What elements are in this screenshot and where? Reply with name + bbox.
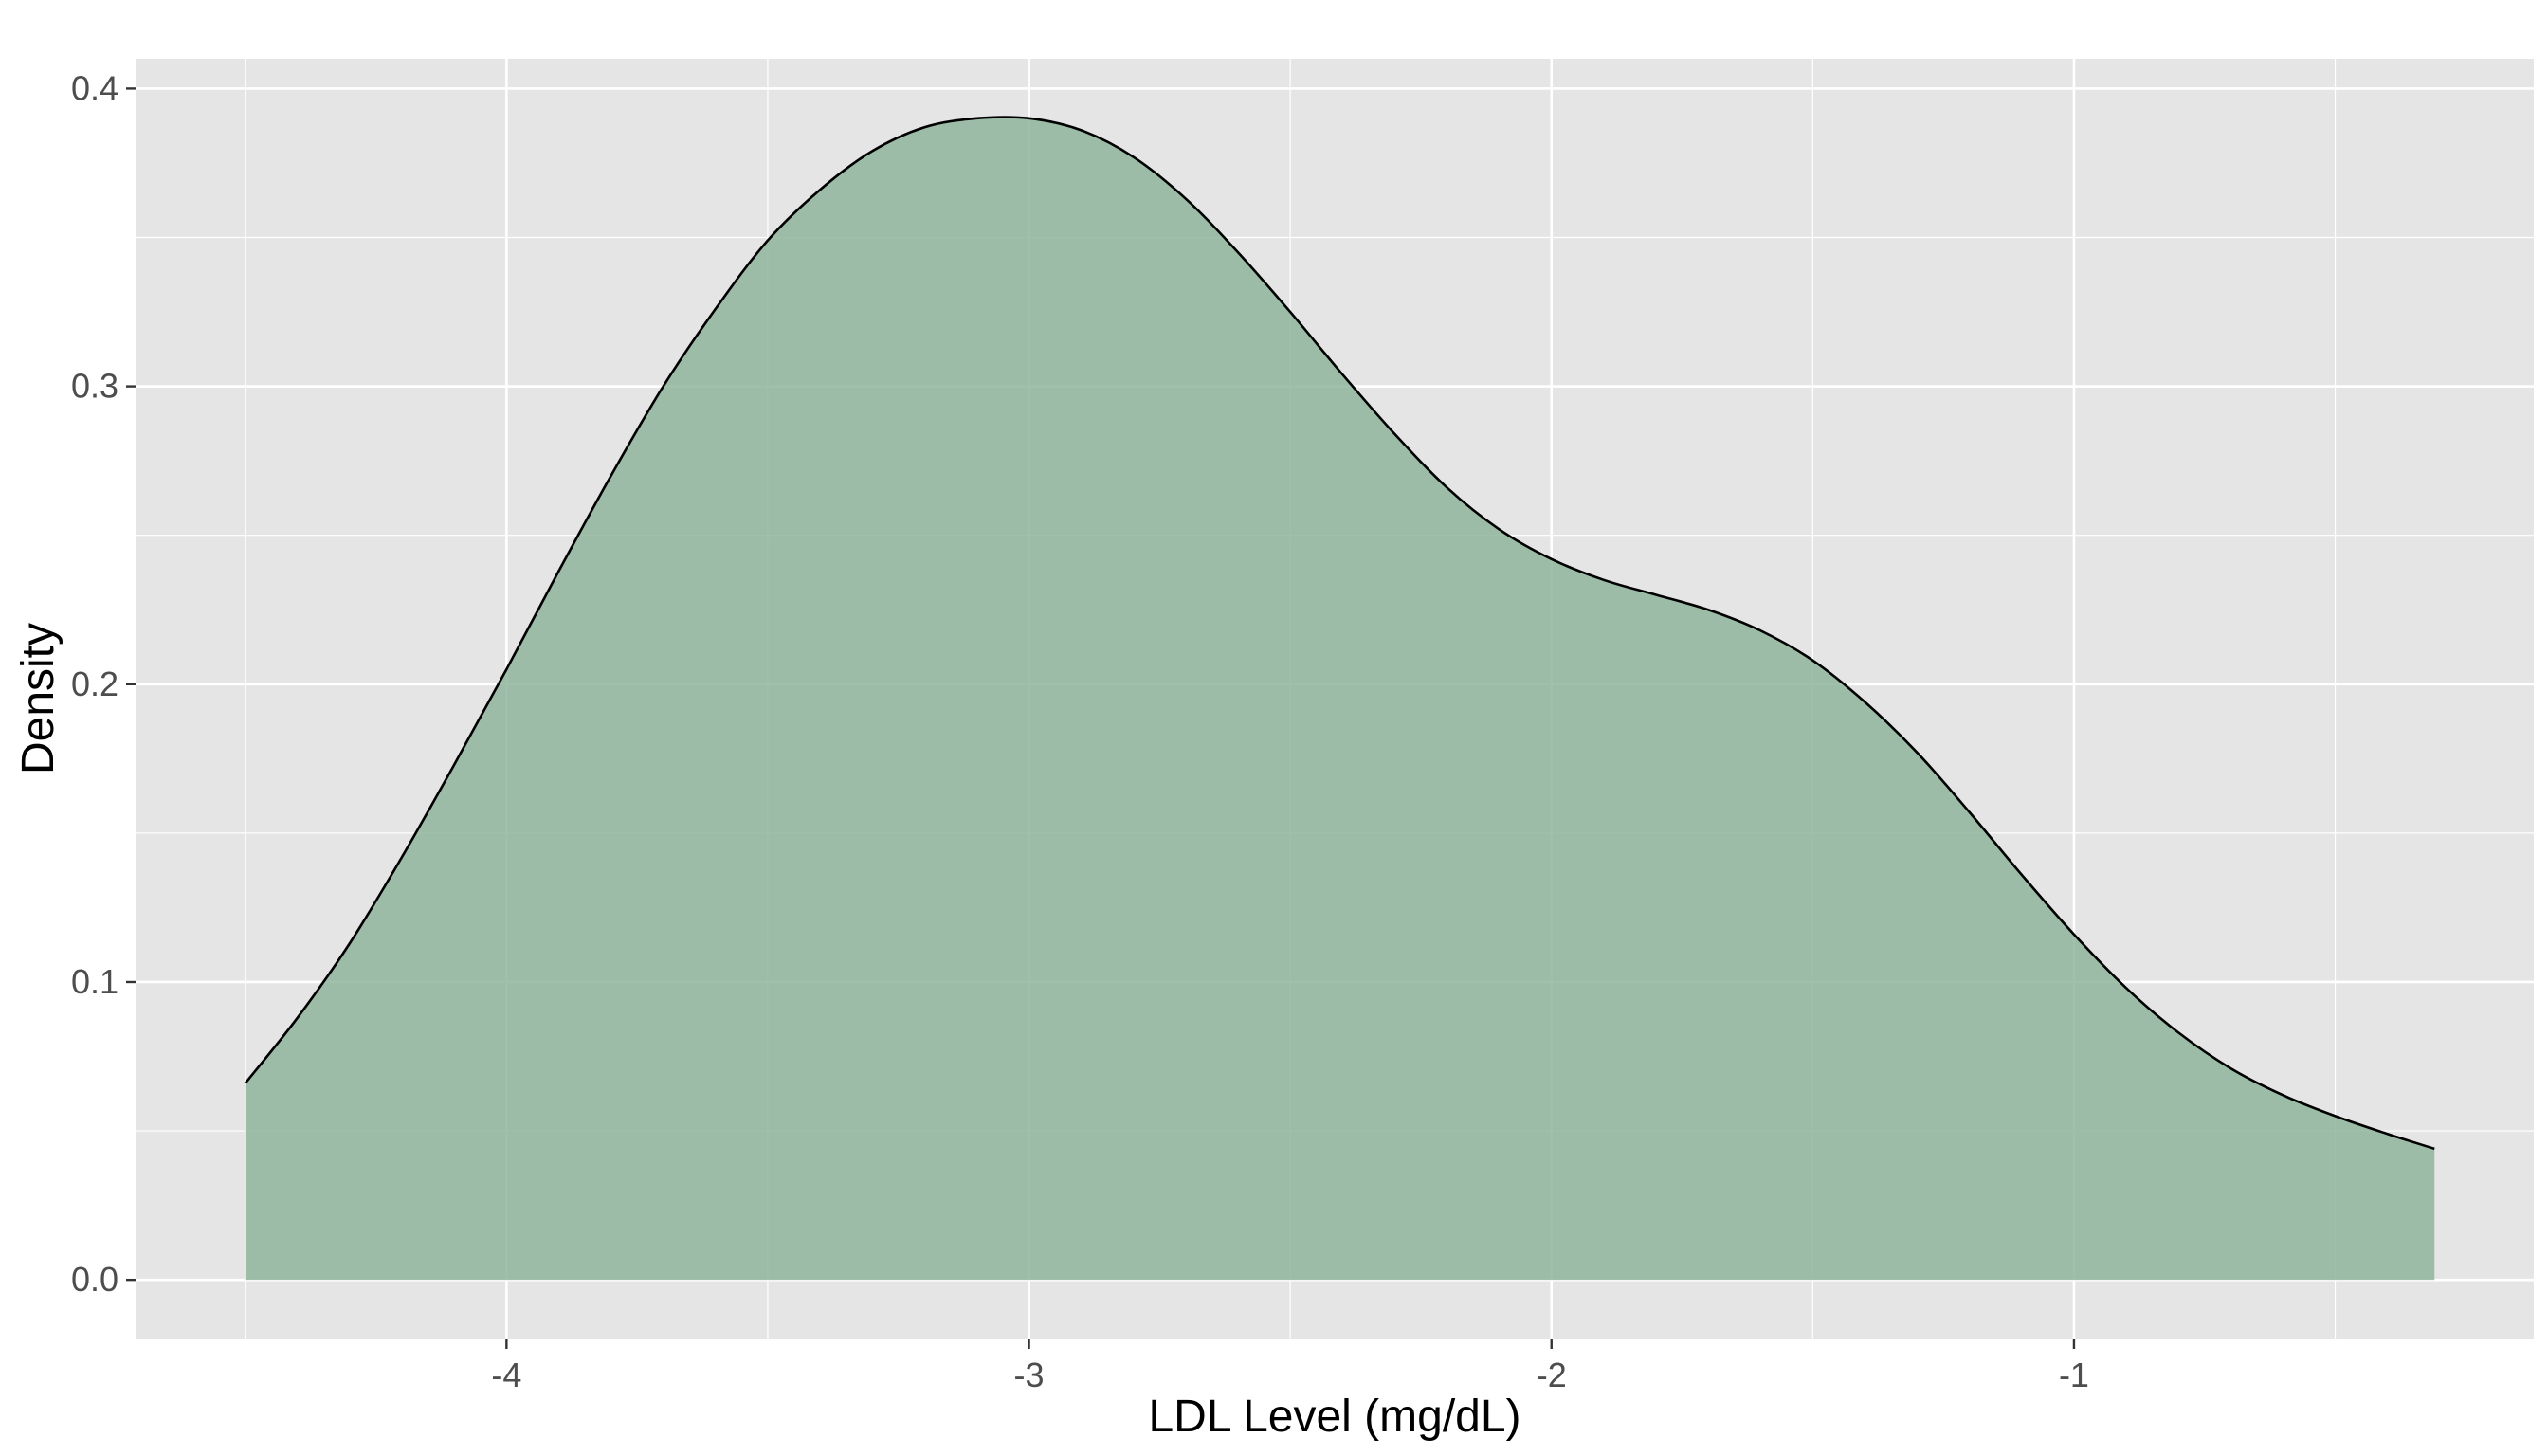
y-tick-label: 0.2 (71, 664, 118, 703)
y-axis-title: Density (13, 623, 64, 774)
x-tick-label: -2 (1537, 1356, 1567, 1394)
x-axis: -4 -3 -2 -1 (491, 1339, 2089, 1394)
y-axis: 0.0 0.1 0.2 0.3 0.4 (71, 68, 136, 1299)
y-tick-label: 0.3 (71, 367, 118, 406)
x-tick-label: -1 (2059, 1356, 2089, 1394)
y-tick-label: 0.0 (71, 1260, 118, 1299)
x-tick-label: -4 (491, 1356, 521, 1394)
x-axis-title: LDL Level (mg/dL) (1148, 1392, 1520, 1442)
y-tick-label: 0.1 (71, 962, 118, 1001)
x-tick-label: -3 (1014, 1356, 1045, 1394)
density-area (245, 117, 2435, 1281)
y-tick-label: 0.4 (71, 68, 118, 107)
density-line (244, 116, 2435, 1151)
